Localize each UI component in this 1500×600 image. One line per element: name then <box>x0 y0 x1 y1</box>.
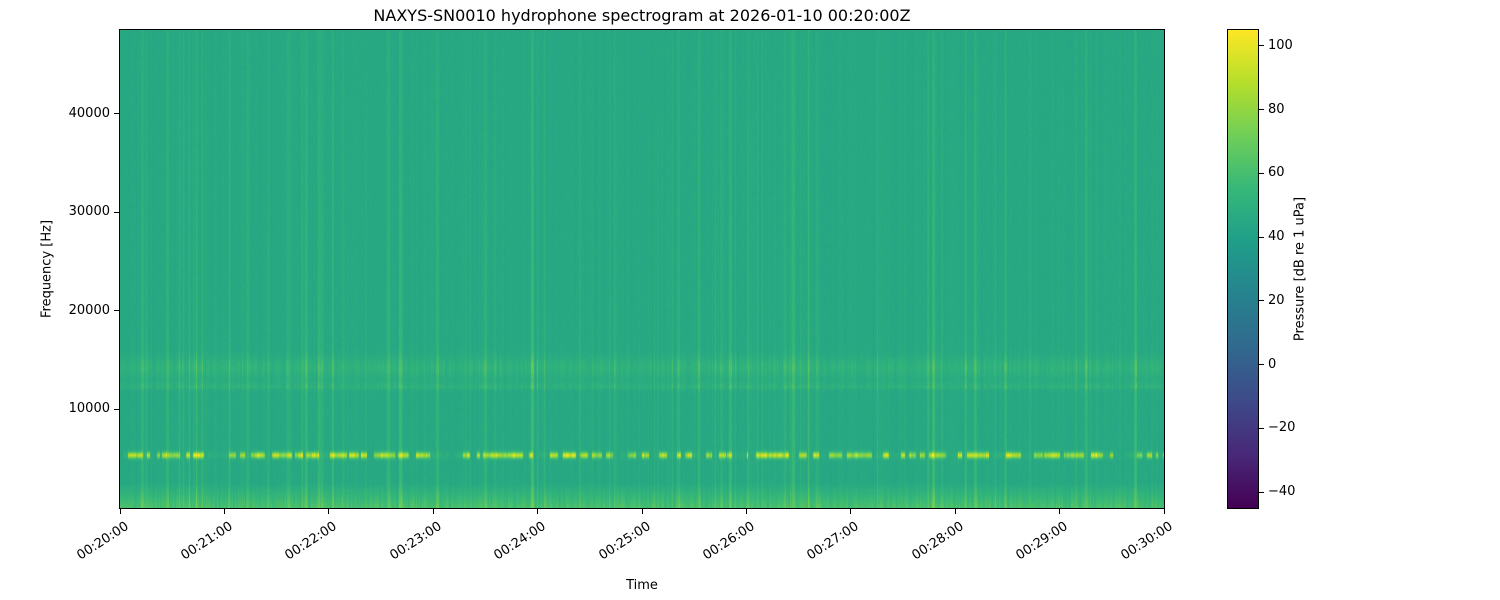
x-tick <box>1059 509 1061 514</box>
x-tick <box>745 509 747 514</box>
x-tick <box>119 509 121 514</box>
colorbar-tick-label: 20 <box>1268 292 1285 308</box>
x-tick <box>954 509 956 514</box>
x-tick <box>432 509 434 514</box>
x-tick <box>641 509 643 514</box>
x-axis-label: Time <box>626 578 658 593</box>
y-tick <box>114 113 120 115</box>
y-tick-label: 30000 <box>68 204 110 220</box>
colorbar-tick-label: 100 <box>1268 37 1293 53</box>
x-tick <box>537 509 539 514</box>
colorbar-tick <box>1259 236 1264 238</box>
x-tick-label: 00:28:00 <box>909 519 967 564</box>
x-tick-label: 00:22:00 <box>282 519 340 564</box>
x-tick-label: 00:20:00 <box>74 519 132 564</box>
colorbar-tick <box>1259 427 1264 429</box>
x-tick <box>223 509 225 514</box>
colorbar-tick <box>1259 300 1264 302</box>
colorbar-tick <box>1259 364 1264 366</box>
y-tick-label: 20000 <box>68 302 110 318</box>
colorbar-tick-label: 60 <box>1268 165 1285 181</box>
x-tick-label: 00:25:00 <box>596 519 654 564</box>
x-tick <box>850 509 852 514</box>
colorbar-tick-label: 40 <box>1268 229 1285 245</box>
colorbar-label: Pressure [dB re 1 uPa] <box>1292 196 1308 342</box>
x-tick <box>328 509 330 514</box>
x-tick-label: 00:23:00 <box>387 519 445 564</box>
colorbar-tick-label: 0 <box>1268 356 1277 372</box>
y-tick-label: 10000 <box>68 401 110 417</box>
x-tick-label: 00:24:00 <box>491 519 549 564</box>
colorbar-tick-label: 80 <box>1268 101 1285 117</box>
colorbar-tick <box>1259 172 1264 174</box>
y-tick-label: 40000 <box>68 105 110 121</box>
x-tick-label: 00:27:00 <box>804 519 862 564</box>
colorbar-tick <box>1259 109 1264 111</box>
colorbar-tick-label: −20 <box>1268 420 1296 436</box>
y-tick <box>114 211 120 213</box>
colorbar-tick <box>1259 491 1264 493</box>
y-tick <box>114 310 120 312</box>
x-tick-label: 00:21:00 <box>178 519 236 564</box>
colorbar-gradient <box>1227 29 1259 509</box>
x-tick-label: 00:30:00 <box>1118 519 1176 564</box>
x-tick-label: 00:26:00 <box>700 519 758 564</box>
x-tick <box>1163 509 1165 514</box>
colorbar-tick-label: −40 <box>1268 484 1296 500</box>
x-tick-label: 00:29:00 <box>1013 519 1071 564</box>
colorbar-tick <box>1259 45 1264 47</box>
spectrogram-heatmap <box>119 29 1165 509</box>
y-tick <box>114 408 120 410</box>
chart-title: NAXYS-SN0010 hydrophone spectrogram at 2… <box>373 6 911 25</box>
